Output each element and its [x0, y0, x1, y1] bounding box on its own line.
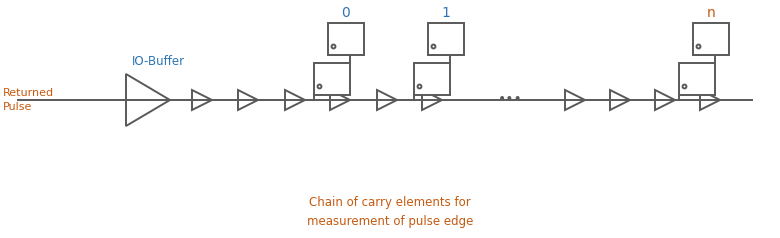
Text: n: n: [707, 6, 715, 20]
Text: IO-Buffer: IO-Buffer: [132, 55, 185, 68]
Text: •••: •••: [498, 92, 523, 106]
Bar: [414, 63, 450, 95]
Text: 0: 0: [342, 6, 350, 20]
Text: Chain of carry elements for
measurement of pulse edge: Chain of carry elements for measurement …: [307, 196, 473, 228]
Bar: [314, 63, 350, 95]
Bar: [428, 23, 464, 55]
Text: Returned
Pulse: Returned Pulse: [3, 88, 54, 112]
Text: 1: 1: [441, 6, 450, 20]
Bar: [679, 63, 715, 95]
Bar: [693, 23, 729, 55]
Bar: [328, 23, 364, 55]
